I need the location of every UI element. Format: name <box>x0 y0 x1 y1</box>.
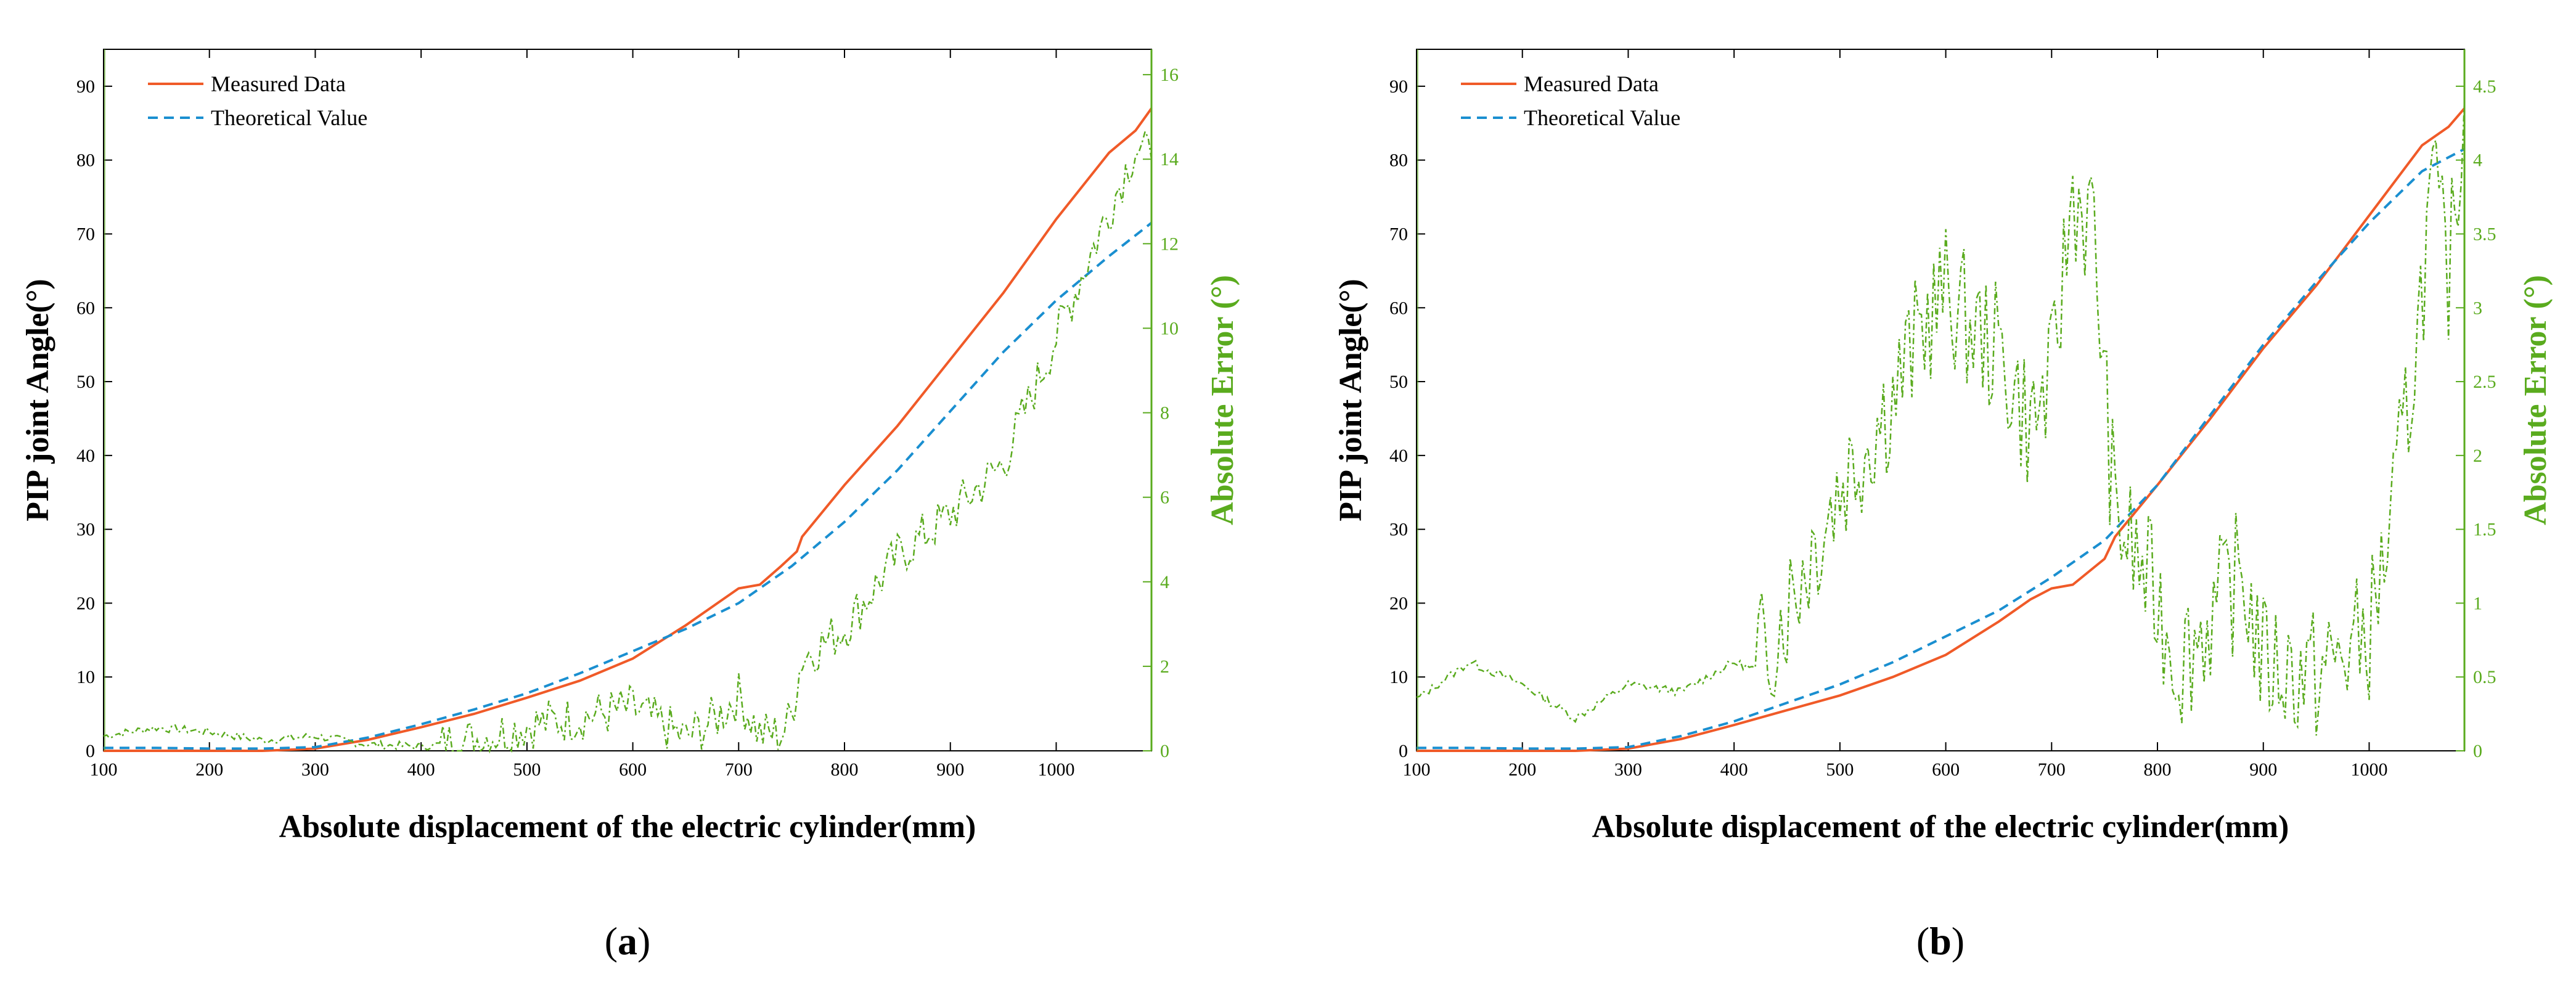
y-tick-label: 80 <box>1389 150 1408 171</box>
y2-tick-label: 12 <box>1160 234 1179 254</box>
legend-b: Measured Data Theoretical Value <box>1461 72 1680 130</box>
x-tick-label: 1000 <box>1037 759 1074 780</box>
x-tick-label: 100 <box>1403 759 1431 780</box>
y-tick-label: 60 <box>1389 298 1408 318</box>
y2-ticks-b: 0 0.5 1 1.5 2 2.5 3 3.5 4 4.5 <box>2456 76 2496 761</box>
y2-tick-label: 4 <box>2473 150 2482 171</box>
y-tick-label: 0 <box>86 741 95 761</box>
legend-measured-label-a: Measured Data <box>211 72 346 96</box>
x-tick-label: 800 <box>2144 759 2172 780</box>
y-ticks-a: 0 10 20 30 40 50 60 70 80 90 <box>76 76 112 761</box>
y2-axis-label-b: Absolute Error (°) <box>2518 275 2553 525</box>
y-ticks-b: 0 10 20 30 40 50 60 70 80 90 <box>1389 76 1425 761</box>
x-tick-label: 300 <box>301 759 329 780</box>
y2-tick-label: 2.5 <box>2473 372 2496 392</box>
plot-lines-a <box>103 107 1153 754</box>
x-tick-label: 200 <box>195 759 223 780</box>
x-tick-label: 200 <box>1508 759 1536 780</box>
y-tick-label: 60 <box>76 298 95 318</box>
series-line-measured-data-b <box>1417 107 2466 752</box>
y2-tick-label: 2 <box>1160 657 1169 677</box>
y2-tick-label: 0 <box>2473 741 2482 761</box>
x-tick-label: 600 <box>619 759 647 780</box>
series-line-measured-data-a <box>104 107 1153 752</box>
legend-measured-label-b: Measured Data <box>1524 72 1659 96</box>
y2-tick-label: 2 <box>2473 446 2482 466</box>
y-tick-label: 50 <box>1389 372 1408 392</box>
panel-letter-a: a <box>618 919 637 963</box>
x-tick-label: 900 <box>936 759 964 780</box>
x-tick-label: 500 <box>1826 759 1854 780</box>
y-tick-label: 10 <box>76 667 95 687</box>
y-tick-label: 20 <box>1389 593 1408 613</box>
y2-tick-label: 8 <box>1160 403 1169 423</box>
y-axis-label-a: PIP joint Angle(°) <box>20 279 55 521</box>
x-tick-label: 800 <box>831 759 859 780</box>
y2-tick-label: 4 <box>1160 572 1169 592</box>
y-tick-label: 30 <box>1389 520 1408 540</box>
plot-frame-a <box>103 49 1152 751</box>
panel-letter-b: b <box>1929 919 1952 963</box>
x-tick-label: 400 <box>1720 759 1748 780</box>
y-tick-label: 50 <box>76 372 95 392</box>
y2-tick-label: 1 <box>2473 593 2482 613</box>
y2-tick-label: 10 <box>1160 318 1179 338</box>
y2-tick-label: 0 <box>1160 741 1169 761</box>
legend-theoretical-label-b: Theoretical Value <box>1524 105 1680 130</box>
y-tick-label: 10 <box>1389 667 1408 687</box>
series-line-absolute-error-a <box>103 129 1153 754</box>
x-axis-label-b: Absolute displacement of the electric cy… <box>1592 809 2289 845</box>
y-tick-label: 70 <box>1389 224 1408 244</box>
x-axis-label-a: Absolute displacement of the electric cy… <box>279 809 976 845</box>
y-tick-label: 0 <box>1399 741 1408 761</box>
series-line-absolute-error-b <box>1416 100 2466 736</box>
y-tick-label: 20 <box>76 593 95 613</box>
x-ticks-b: 100 200 300 400 500 600 700 800 900 1000 <box>1403 49 2387 780</box>
chart-panel-b: 100 200 300 400 500 600 700 800 900 1000 01020304… <box>1333 49 2553 963</box>
y-tick-label: 30 <box>76 520 95 540</box>
x-tick-label: 500 <box>513 759 541 780</box>
y-tick-label: 80 <box>76 150 95 171</box>
series-line-theoretical-value-a <box>104 221 1153 750</box>
y-tick-label: 90 <box>76 76 95 97</box>
x-tick-label: 700 <box>2038 759 2066 780</box>
x-ticks-a: 100 200 300 400 500 600 700 800 900 1000 <box>90 49 1074 780</box>
x-tick-label: 300 <box>1614 759 1642 780</box>
y2-axis-label-a: Absolute Error (°) <box>1205 275 1240 525</box>
y2-tick-label: 0.5 <box>2473 667 2496 687</box>
y-tick-label: 90 <box>1389 76 1408 97</box>
y2-tick-label: 1.5 <box>2473 520 2496 540</box>
legend-theoretical-label-a: Theoretical Value <box>211 105 367 130</box>
y-axis-label-b: PIP joint Angle(°) <box>1333 279 1368 521</box>
legend-a: Measured Data Theoretical Value <box>148 72 367 130</box>
y-tick-label: 40 <box>76 446 95 466</box>
panel-caption-a: (a) <box>605 919 651 963</box>
x-tick-label: 100 <box>90 759 118 780</box>
y2-tick-label: 3 <box>2473 298 2482 318</box>
x-tick-label: 700 <box>725 759 753 780</box>
series-line-theoretical-value-b <box>1417 147 2465 750</box>
x-tick-label: 900 <box>2249 759 2277 780</box>
y-tick-label: 40 <box>1389 446 1408 466</box>
y2-tick-label: 16 <box>1160 65 1179 85</box>
y2-tick-label: 14 <box>1160 149 1179 170</box>
plot-lines-b <box>1416 100 2466 752</box>
y-tick-label: 70 <box>76 224 95 244</box>
y2-tick-label: 6 <box>1160 488 1169 508</box>
y2-tick-label: 3.5 <box>2473 224 2496 244</box>
chart-panel-a: 100 200 300 400 500 600 700 800 900 1000 01020304… <box>20 49 1240 963</box>
y2-tick-label: 4.5 <box>2473 76 2496 97</box>
x-tick-label: 600 <box>1932 759 1960 780</box>
panel-caption-b: (b) <box>1916 919 1965 963</box>
x-tick-label: 400 <box>407 759 435 780</box>
x-tick-label: 1000 <box>2350 759 2387 780</box>
y2-ticks-a: 0 2 4 6 8 10 12 14 16 <box>1143 65 1179 761</box>
